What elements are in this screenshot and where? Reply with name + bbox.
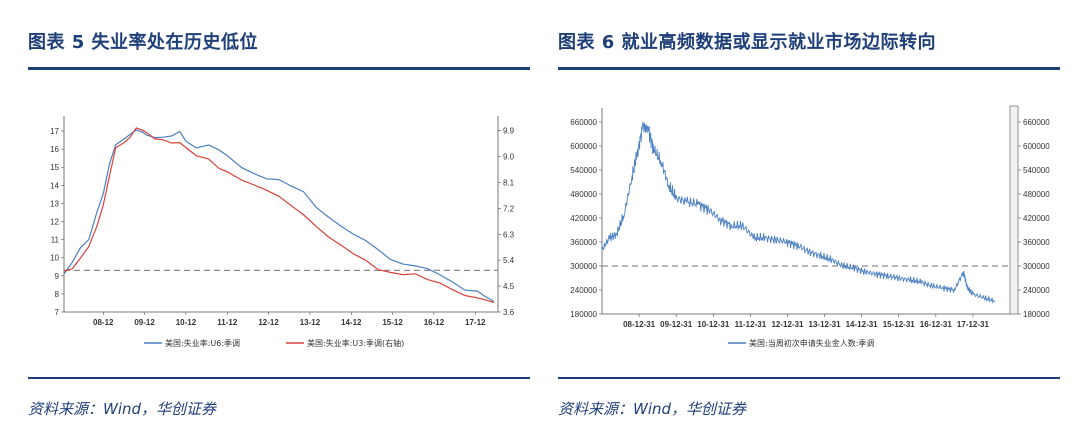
y-tick-label: 180000 bbox=[570, 310, 597, 319]
y-tick-label: 8 bbox=[55, 290, 60, 299]
x-tick-label: 16-12-31 bbox=[920, 320, 953, 329]
y-tick-label: 13 bbox=[50, 199, 59, 208]
y-tick-label: 600000 bbox=[570, 142, 597, 151]
x-tick-label: 10-12-31 bbox=[697, 320, 730, 329]
x-tick-label: 15-12 bbox=[382, 318, 403, 327]
y-right-tick-label: 660000 bbox=[1023, 118, 1050, 127]
x-tick-label: 14-12 bbox=[341, 318, 362, 327]
y-right-tick-label: 4.5 bbox=[503, 282, 515, 291]
y-right-tick-label: 360000 bbox=[1023, 238, 1050, 247]
y-right-tick-label: 420000 bbox=[1023, 214, 1050, 223]
x-tick-label: 11-12 bbox=[217, 318, 238, 327]
y-right-tick-label: 8.1 bbox=[503, 178, 515, 187]
x-tick-label: 15-12-31 bbox=[883, 320, 916, 329]
y-tick-label: 17 bbox=[50, 127, 59, 136]
x-tick-label: 17-12-31 bbox=[957, 320, 990, 329]
y-right-tick-label: 180000 bbox=[1023, 310, 1050, 319]
series-line-u6 bbox=[63, 129, 495, 302]
right-axis-frame bbox=[1009, 105, 1019, 315]
x-tick-label: 11-12-31 bbox=[735, 320, 767, 329]
x-tick-label: 12-12-31 bbox=[771, 320, 804, 329]
y-tick-label: 11 bbox=[51, 236, 60, 245]
source-note: 资料来源：Wind，华创证券 bbox=[28, 400, 217, 418]
right-panel: 图表 6 就业高频数据或显示就业市场边际转向 180000 180000 24000… bbox=[558, 0, 1060, 442]
y-right-tick-label: 7.2 bbox=[503, 204, 515, 213]
y-right-tick-label: 3.6 bbox=[503, 308, 515, 317]
y-right-tick-label: 9.0 bbox=[503, 153, 515, 162]
y-tick-label: 7 bbox=[55, 308, 60, 317]
legend-label: 美国:失业率:U3:季调(右轴) bbox=[307, 338, 404, 348]
legend-label: 美国:失业率:U6:季调 bbox=[165, 338, 240, 348]
y-tick-label: 480000 bbox=[570, 190, 597, 199]
y-tick-label: 240000 bbox=[570, 286, 597, 295]
chart-title: 图表 5 失业率处在历史低位 bbox=[28, 32, 259, 53]
y-tick-label: 420000 bbox=[570, 214, 597, 223]
series-line-initial-claims bbox=[601, 121, 996, 304]
x-tick-label: 14-12-31 bbox=[846, 320, 879, 329]
y-tick-label: 16 bbox=[50, 145, 59, 154]
y-tick-label: 12 bbox=[50, 218, 59, 227]
series-line-u3 bbox=[63, 127, 495, 304]
y-right-tick-label: 240000 bbox=[1023, 286, 1050, 295]
title-divider bbox=[28, 67, 530, 70]
footer-divider bbox=[558, 377, 1060, 379]
y-right-tick-label: 9.9 bbox=[503, 127, 515, 136]
y-right-tick-label: 6.3 bbox=[503, 230, 515, 239]
x-tick-label: 08-12 bbox=[93, 318, 114, 327]
x-tick-label: 16-12 bbox=[424, 318, 445, 327]
y-right-tick-label: 600000 bbox=[1023, 142, 1050, 151]
y-tick-label: 540000 bbox=[570, 166, 597, 175]
y-tick-label: 14 bbox=[50, 181, 59, 190]
x-tick-label: 08-12-31 bbox=[623, 320, 656, 329]
x-tick-label: 17-12 bbox=[465, 318, 486, 327]
x-tick-label: 10-12 bbox=[176, 318, 197, 327]
y-right-tick-label: 480000 bbox=[1023, 190, 1050, 199]
legend-label: 美国:当周初次申请失业金人数:季调 bbox=[749, 338, 874, 348]
unemployment-rate-chart: 7 8 9 10 11 12 13 14 15 16 17 3.6 4.5 5.4 6.3 7.2 8.1 9.0… bbox=[50, 116, 515, 348]
y-right-tick-label: 540000 bbox=[1023, 166, 1050, 175]
y-tick-label: 9 bbox=[55, 272, 60, 281]
x-tick-label: 13-12 bbox=[300, 318, 321, 327]
chart-title: 图表 6 就业高频数据或显示就业市场边际转向 bbox=[558, 32, 937, 53]
y-tick-label: 660000 bbox=[570, 118, 597, 127]
footer-divider bbox=[28, 377, 530, 379]
y-tick-label: 300000 bbox=[570, 262, 597, 271]
title-divider bbox=[558, 67, 1060, 70]
y-tick-label: 10 bbox=[50, 254, 59, 263]
x-tick-label: 09-12 bbox=[134, 318, 155, 327]
x-tick-label: 12-12 bbox=[258, 318, 279, 327]
y-right-tick-label: 300000 bbox=[1023, 262, 1050, 271]
x-tick-label: 09-12-31 bbox=[660, 320, 693, 329]
y-tick-label: 15 bbox=[50, 163, 59, 172]
y-right-tick-label: 5.4 bbox=[503, 256, 515, 265]
x-tick-label: 13-12-31 bbox=[809, 320, 842, 329]
jobless-claims-chart: 180000 180000 240000 240000 300000 300000 3600… bbox=[570, 105, 1050, 348]
source-note: 资料来源：Wind，华创证券 bbox=[558, 400, 747, 418]
y-tick-label: 360000 bbox=[570, 238, 597, 247]
left-panel: 图表 5 失业率处在历史低位 7 8 9 10 11 12 13 14 15 16 17 3.6 4.5… bbox=[28, 0, 530, 442]
